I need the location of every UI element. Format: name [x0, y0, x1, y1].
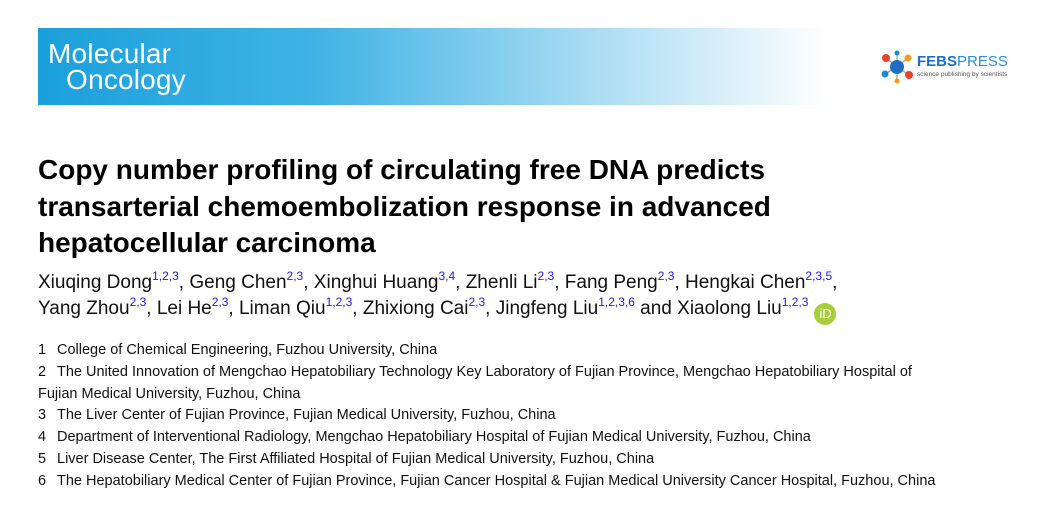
author-affiliation-ref: 2,3 — [537, 269, 555, 283]
affiliation-text: Liver Disease Center, The First Affiliat… — [57, 450, 655, 467]
publisher-name-main: FEBS — [917, 53, 958, 70]
affiliation-number: 1 — [38, 342, 47, 358]
author: Liman Qiu1,2,3, — [238, 295, 363, 319]
author-name: Liman Qiu — [238, 298, 326, 319]
title-line: transarterial chemoembolization response… — [38, 190, 771, 222]
author-line: Xiuqing Dong1,2,3, Geng Chen2,3, Xinghui… — [38, 270, 837, 296]
author: Hengkai Chen2,3,5, — [685, 269, 838, 293]
journal-banner: Molecular Oncology — [38, 28, 830, 105]
author: Xiaolong Liu1,2,3 — [677, 295, 809, 319]
affiliation-number: 6 — [38, 472, 47, 489]
author-affiliation-ref: 1,2,3 — [152, 269, 179, 283]
author-separator: , — [674, 272, 685, 293]
author-name: Zhixiong Cai — [362, 298, 469, 319]
publisher-name: FEBSPRESS — [917, 54, 1008, 70]
affiliation-line: 3 The Liver Center of Fujian Province, Fu… — [38, 405, 935, 427]
affiliation-text: The United Innovation of Mengchao Hepato… — [57, 363, 912, 380]
affiliation-line: Fujian Medical University, Fuzhou, China — [38, 384, 935, 406]
author: Geng Chen2,3, — [189, 269, 314, 293]
author-separator: , — [485, 298, 496, 319]
affiliation-number: 2 — [38, 363, 47, 380]
author-affiliation-ref: 2,3 — [286, 269, 304, 283]
author-name: Jingfeng Liu — [495, 298, 599, 319]
author-name: Fang Peng — [564, 272, 658, 293]
author-name: Yang Zhou — [38, 298, 130, 319]
author-affiliation-ref: 2,3 — [211, 295, 229, 309]
author-separator: , — [455, 272, 466, 293]
author-separator: , — [554, 272, 565, 293]
author-name: Xinghui Huang — [313, 272, 439, 293]
article-title: Copy number profiling of circulating fre… — [38, 152, 771, 262]
author-name: Hengkai Chen — [685, 272, 806, 293]
author-affiliation-ref: 2,3 — [468, 295, 486, 309]
publisher-name-suffix: PRESS — [957, 53, 1008, 70]
affiliation-line: 4 Department of Interventional Radiology,… — [38, 427, 935, 449]
author: Xinghui Huang3,4, — [313, 269, 466, 293]
affiliation-number: 5 — [38, 450, 47, 467]
author-separator: , — [146, 298, 157, 319]
affiliation-text: The Liver Center of Fujian Province, Fuj… — [57, 407, 556, 424]
author: Zhenli Li2,3, — [465, 269, 565, 293]
author: Yang Zhou2,3, — [38, 295, 157, 319]
author-name: Zhenli Li — [465, 272, 538, 293]
author-list: Xiuqing Dong1,2,3, Geng Chen2,3, Xinghui… — [38, 270, 837, 325]
author-affiliation-ref: 1,2,3 — [325, 295, 353, 309]
title-line: hepatocellular carcinoma — [38, 227, 376, 258]
author: Zhixiong Cai2,3, — [362, 295, 496, 319]
affiliation-text: Fujian Medical University, Fuzhou, China — [38, 385, 301, 402]
author-separator: , — [228, 298, 239, 319]
affiliation-line: 1 College of Chemical Engineering, Fuzhou… — [38, 340, 935, 362]
author: Fang Peng2,3, — [564, 269, 685, 293]
author-affiliation-ref: 1,2,3,6 — [598, 295, 635, 309]
affiliation-line: 5 Liver Disease Center, The First Affilia… — [38, 449, 935, 471]
author-name: Geng Chen — [189, 272, 287, 293]
author-affiliation-ref: 2,3,5 — [805, 269, 833, 283]
affiliation-number: 3 — [38, 407, 47, 424]
affiliation-list: 1 College of Chemical Engineering, Fuzhou… — [38, 340, 935, 493]
publisher-tagline: science publishing by scientists — [917, 71, 1008, 78]
author-line: Yang Zhou2,3, Lei He2,3, Liman Qiu1,2,3,… — [38, 296, 837, 325]
author-affiliation-ref: 2,3 — [657, 269, 675, 283]
author: Lei He2,3, — [156, 295, 239, 319]
title-line: Copy number profiling of circulating fre… — [38, 154, 766, 185]
affiliation-line: 6 The Hepatobiliary Medical Center of Fuj… — [38, 471, 935, 493]
author-separator: , — [352, 298, 363, 319]
author-affiliation-ref: 1,2,3 — [781, 295, 809, 309]
affiliation-number: 4 — [38, 429, 47, 446]
journal-name: Molecular — [48, 38, 172, 69]
author-name: Xiuqing Dong — [38, 272, 153, 293]
author-separator: , — [832, 272, 838, 293]
author-separator: , — [178, 272, 190, 293]
affiliation-text: The Hepatobiliary Medical Center of Fuji… — [57, 472, 936, 489]
author-separator: and — [634, 298, 678, 319]
author-affiliation-ref: 2,3 — [129, 295, 147, 309]
author-affiliation-ref: 3,4 — [438, 269, 456, 283]
orcid-icon: iD — [814, 303, 837, 325]
author-name: Lei He — [156, 298, 212, 319]
affiliation-text: Department of Interventional Radiology, … — [57, 429, 811, 446]
author-name: Xiaolong Liu — [677, 298, 782, 319]
journal-name: Oncology — [66, 64, 186, 95]
affiliation-text: College of Chemical Engineering, Fuzhou … — [57, 342, 438, 358]
affiliation-line: 2 The United Innovation of Mengchao Hepat… — [38, 362, 935, 384]
publisher-icon — [881, 50, 913, 84]
author-separator: , — [303, 272, 314, 293]
author: Jingfeng Liu1,2,3,6 and — [495, 295, 678, 319]
author: Xiuqing Dong1,2,3, — [38, 269, 190, 293]
